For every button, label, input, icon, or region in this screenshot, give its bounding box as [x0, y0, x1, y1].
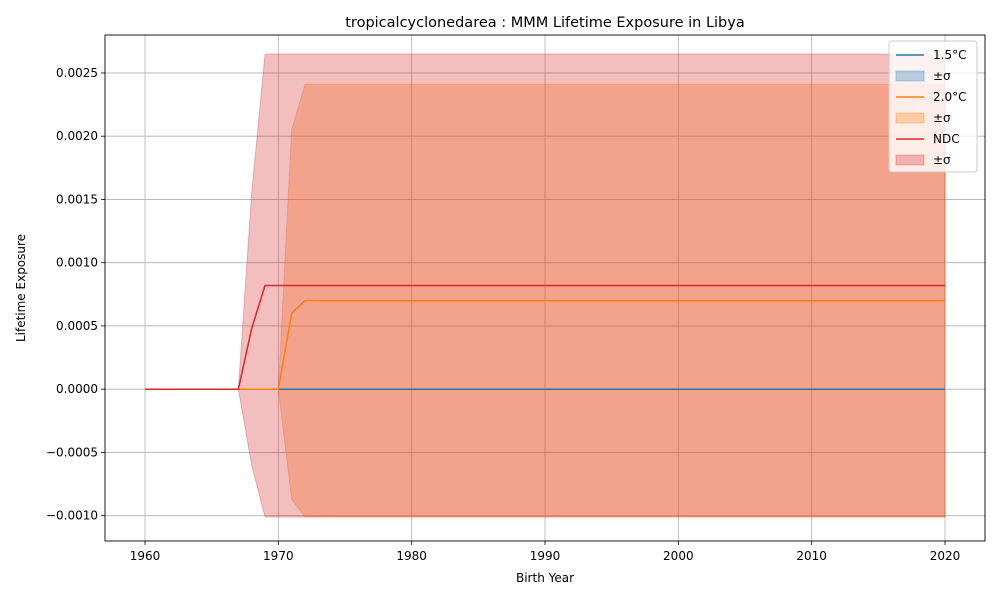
y-tick-label: −0.0005	[46, 445, 98, 459]
legend-label: 2.0°C	[933, 90, 966, 104]
series-lines	[145, 284, 945, 390]
x-tick-label: 2000	[663, 549, 694, 563]
legend-band-label: ±σ	[933, 153, 951, 167]
y-tick-label: 0.0010	[56, 256, 98, 270]
legend-label: 1.5°C	[933, 48, 966, 62]
legend: 1.5°C ±σ 2.0°C ±σ NDC ±σ	[888, 40, 978, 173]
y-tick-label: 0.0005	[56, 319, 98, 333]
x-tick-label: 2020	[930, 549, 961, 563]
y-axis: −0.0010 −0.0005 0.0000 0.0005 0.0010 0.0015 0.…	[46, 66, 105, 523]
y-tick-label: 0.0020	[56, 129, 98, 143]
legend-label: NDC	[933, 132, 960, 146]
x-tick-label: 1980	[396, 549, 427, 563]
y-tick-label: 0.0000	[56, 382, 98, 396]
x-tick-label: 1970	[263, 549, 294, 563]
y-tick-label: −0.0010	[46, 509, 98, 523]
line-series-2	[145, 284, 945, 390]
legend-band-swatch	[895, 70, 925, 82]
x-tick-label: 2010	[796, 549, 827, 563]
x-axis-title: Birth Year	[516, 571, 574, 585]
line-series-1	[145, 299, 945, 390]
legend-band-label: ±σ	[933, 69, 951, 83]
x-axis: 1960 1970 1980 1990 2000 2010 2020	[130, 541, 961, 563]
legend-band-label: ±σ	[933, 111, 951, 125]
legend-band-swatch	[895, 154, 925, 166]
y-axis-title: Lifetime Exposure	[14, 234, 28, 342]
x-tick-label: 1990	[530, 549, 561, 563]
chart-title: tropicalcyclonedarea : MMM Lifetime Expo…	[345, 15, 744, 31]
y-tick-label: 0.0025	[56, 66, 98, 80]
x-tick-label: 1960	[130, 549, 161, 563]
y-tick-label: 0.0015	[56, 192, 98, 206]
legend-band-swatch	[895, 112, 925, 124]
